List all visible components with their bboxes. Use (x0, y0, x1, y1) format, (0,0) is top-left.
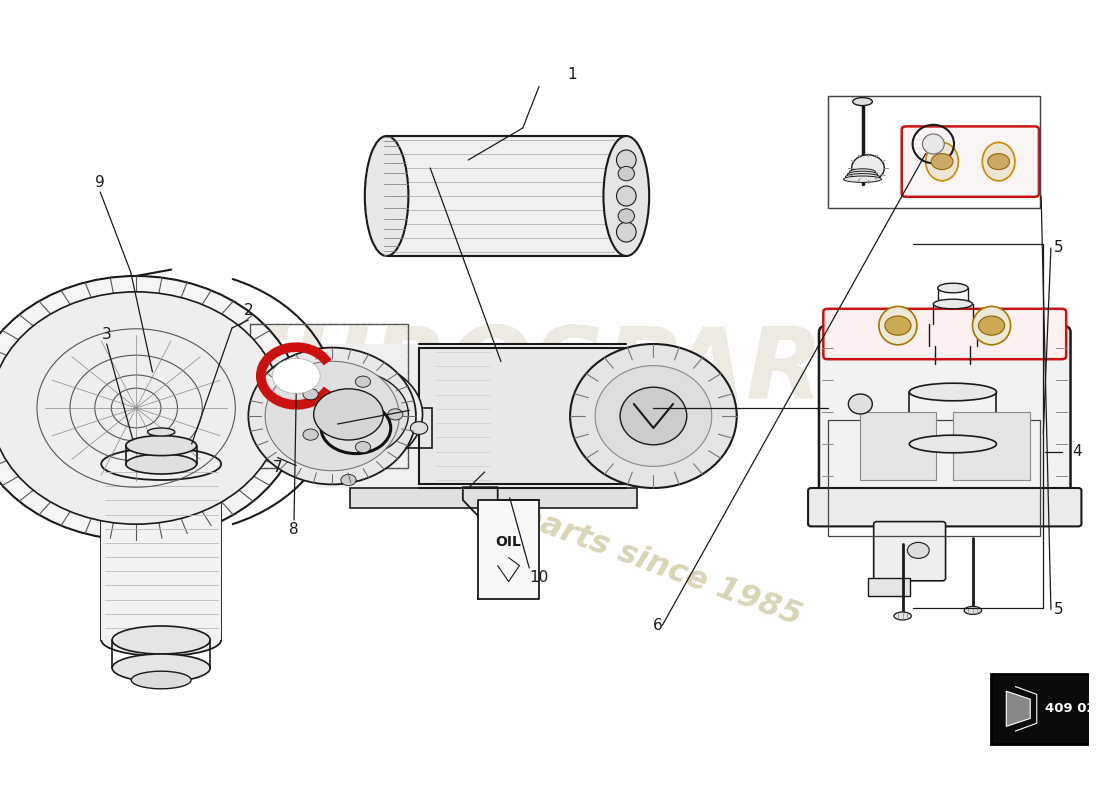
Ellipse shape (604, 136, 649, 256)
Ellipse shape (910, 435, 997, 453)
Circle shape (410, 422, 428, 434)
Ellipse shape (616, 186, 636, 206)
Text: 5: 5 (1054, 241, 1064, 255)
Ellipse shape (933, 299, 972, 309)
Ellipse shape (125, 435, 197, 456)
Circle shape (288, 370, 408, 458)
Ellipse shape (131, 671, 191, 689)
Text: a passion for parts since 1985: a passion for parts since 1985 (284, 416, 805, 632)
Ellipse shape (972, 306, 1011, 345)
Text: 2: 2 (243, 303, 253, 318)
Circle shape (274, 360, 422, 469)
Ellipse shape (894, 612, 911, 620)
Text: 7: 7 (273, 460, 283, 475)
Circle shape (979, 316, 1004, 335)
Ellipse shape (112, 626, 210, 654)
Ellipse shape (848, 394, 872, 414)
Circle shape (355, 442, 371, 453)
FancyBboxPatch shape (868, 578, 910, 596)
Ellipse shape (847, 171, 878, 178)
Circle shape (314, 389, 383, 440)
Ellipse shape (844, 176, 881, 182)
Text: 5: 5 (1054, 602, 1064, 617)
Text: 10: 10 (529, 570, 549, 585)
Circle shape (302, 429, 318, 440)
Circle shape (884, 316, 911, 335)
FancyBboxPatch shape (316, 344, 653, 488)
FancyBboxPatch shape (820, 326, 1070, 498)
FancyBboxPatch shape (902, 126, 1038, 197)
FancyBboxPatch shape (954, 412, 1030, 480)
Polygon shape (1006, 691, 1031, 726)
FancyBboxPatch shape (478, 500, 539, 599)
Ellipse shape (618, 166, 635, 181)
Ellipse shape (365, 136, 408, 256)
FancyBboxPatch shape (808, 488, 1081, 526)
Text: 1: 1 (566, 66, 576, 82)
Ellipse shape (0, 276, 301, 540)
FancyBboxPatch shape (419, 348, 626, 484)
Text: 8: 8 (289, 522, 299, 537)
Circle shape (341, 474, 356, 486)
Text: EUROSPARES: EUROSPARES (222, 323, 965, 421)
Ellipse shape (101, 448, 221, 480)
Ellipse shape (930, 319, 977, 329)
FancyBboxPatch shape (860, 412, 936, 480)
Ellipse shape (964, 606, 981, 614)
Ellipse shape (112, 654, 210, 682)
Text: OIL: OIL (496, 534, 521, 549)
FancyBboxPatch shape (910, 392, 997, 444)
Text: 409 02: 409 02 (1045, 702, 1096, 715)
Text: 6: 6 (652, 618, 662, 633)
FancyBboxPatch shape (386, 136, 623, 256)
Circle shape (273, 358, 320, 394)
Text: 3: 3 (102, 327, 111, 342)
Ellipse shape (931, 359, 975, 369)
Ellipse shape (125, 454, 197, 474)
Ellipse shape (616, 222, 636, 242)
Text: 4: 4 (1072, 445, 1082, 459)
FancyBboxPatch shape (101, 464, 221, 640)
Ellipse shape (616, 150, 636, 170)
Ellipse shape (101, 624, 221, 656)
Ellipse shape (265, 362, 399, 470)
Ellipse shape (935, 341, 970, 350)
Ellipse shape (618, 209, 635, 223)
Ellipse shape (926, 142, 958, 181)
Ellipse shape (249, 347, 416, 484)
Ellipse shape (595, 366, 712, 466)
FancyBboxPatch shape (823, 309, 1066, 359)
Ellipse shape (982, 142, 1015, 181)
Circle shape (387, 409, 403, 420)
FancyBboxPatch shape (350, 488, 637, 508)
Ellipse shape (620, 387, 686, 445)
Ellipse shape (852, 98, 872, 106)
Ellipse shape (0, 292, 282, 524)
Text: 9: 9 (96, 175, 106, 190)
Ellipse shape (849, 169, 876, 175)
Ellipse shape (923, 134, 944, 154)
Ellipse shape (879, 306, 917, 345)
Circle shape (355, 376, 371, 387)
Circle shape (908, 542, 930, 558)
Ellipse shape (570, 344, 737, 488)
Ellipse shape (910, 383, 997, 401)
FancyBboxPatch shape (991, 674, 1100, 744)
Ellipse shape (147, 428, 175, 436)
Circle shape (988, 154, 1010, 170)
FancyBboxPatch shape (873, 522, 946, 581)
Ellipse shape (937, 283, 968, 293)
Circle shape (932, 154, 953, 170)
Ellipse shape (851, 155, 884, 182)
Ellipse shape (846, 174, 880, 180)
Circle shape (302, 389, 318, 400)
